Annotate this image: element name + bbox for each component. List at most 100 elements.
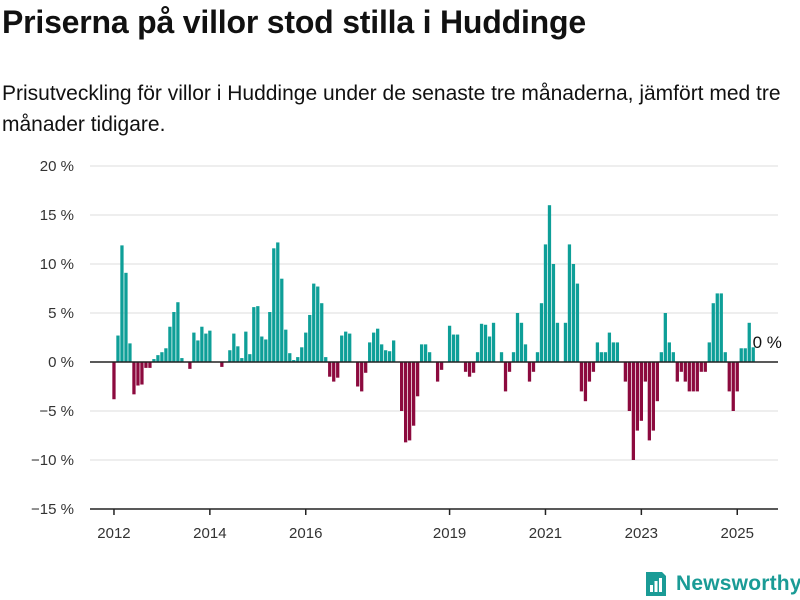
bar	[388, 351, 392, 362]
bar	[368, 342, 372, 362]
bar	[172, 312, 176, 362]
bar	[587, 362, 592, 382]
bar	[407, 362, 412, 441]
bar	[204, 333, 208, 362]
bar	[280, 278, 284, 362]
bar	[483, 324, 488, 362]
bar	[535, 352, 540, 362]
bar	[276, 242, 280, 362]
bar	[132, 362, 136, 395]
bar	[304, 332, 308, 362]
bar	[148, 362, 152, 368]
last-value-label: 0 %	[753, 333, 782, 352]
bar	[356, 362, 360, 387]
bar	[260, 336, 264, 362]
x-tick-label: 2019	[433, 525, 466, 542]
bar	[583, 362, 588, 402]
bar	[499, 352, 504, 362]
bar	[447, 325, 452, 362]
bar-series	[112, 205, 755, 460]
bar	[415, 362, 420, 397]
bar	[463, 362, 468, 372]
bar	[272, 248, 276, 362]
bar	[324, 357, 328, 362]
bar	[603, 352, 608, 362]
y-axis: −15 % −10 % −5 % 0 % 5 % 10 % 15 % 20 %	[31, 158, 74, 518]
bar	[364, 362, 368, 373]
bar	[248, 354, 252, 362]
bar	[312, 283, 316, 362]
x-tick-label: 2021	[529, 525, 562, 542]
bar	[112, 362, 116, 400]
bar	[491, 322, 496, 362]
bar	[743, 348, 747, 362]
bar	[555, 322, 560, 362]
bar	[332, 362, 336, 382]
bar	[300, 347, 304, 362]
bar	[539, 303, 544, 362]
bar	[308, 314, 312, 362]
bar	[675, 362, 679, 382]
bar	[475, 352, 480, 362]
x-tick-label: 2016	[289, 525, 322, 542]
bar	[631, 362, 636, 460]
newsworthy-icon	[646, 572, 666, 596]
bar	[344, 331, 348, 362]
bar	[515, 313, 520, 362]
bar	[567, 244, 572, 362]
bar	[240, 358, 244, 362]
bar	[691, 362, 695, 392]
y-tick-label: −5 %	[39, 403, 74, 420]
bar	[511, 352, 516, 362]
bar	[639, 362, 643, 421]
bar	[427, 352, 432, 362]
bar	[400, 362, 404, 411]
y-tick-label: 15 %	[40, 207, 74, 224]
bar	[152, 359, 156, 362]
bar	[376, 328, 380, 362]
bar	[699, 362, 703, 372]
bar	[479, 323, 484, 362]
bar	[571, 264, 576, 362]
bar	[667, 342, 671, 362]
bar	[220, 362, 224, 367]
bar	[671, 352, 675, 362]
bar	[320, 303, 324, 362]
y-tick-label: −10 %	[31, 452, 74, 469]
bar	[284, 329, 288, 362]
bar	[120, 245, 124, 362]
x-tick-label: 2023	[625, 525, 658, 542]
bar	[380, 344, 384, 362]
bar	[419, 344, 424, 362]
bar	[188, 362, 192, 369]
bar	[527, 362, 532, 382]
bar	[703, 362, 707, 372]
bar	[727, 362, 731, 392]
bar	[140, 362, 144, 385]
bar	[423, 344, 428, 362]
bar	[747, 322, 751, 362]
bar	[647, 362, 651, 441]
bar	[659, 352, 663, 362]
bar	[403, 362, 408, 443]
bar	[296, 357, 300, 362]
bar	[316, 286, 320, 362]
bar	[435, 362, 440, 382]
y-tick-label: 5 %	[48, 305, 74, 322]
bar	[439, 362, 444, 370]
bar	[292, 360, 296, 362]
gridlines	[90, 165, 778, 510]
bar	[176, 302, 180, 362]
bar	[348, 333, 352, 362]
bar	[192, 332, 196, 362]
bar	[683, 362, 687, 382]
bar	[679, 362, 683, 372]
brand-name: Newsworthy	[676, 572, 800, 595]
bar	[232, 333, 236, 362]
bar	[196, 340, 200, 362]
bar	[503, 362, 508, 392]
bar	[160, 352, 164, 362]
bar	[507, 362, 512, 372]
bar	[547, 205, 552, 362]
y-tick-label: −15 %	[31, 501, 74, 518]
